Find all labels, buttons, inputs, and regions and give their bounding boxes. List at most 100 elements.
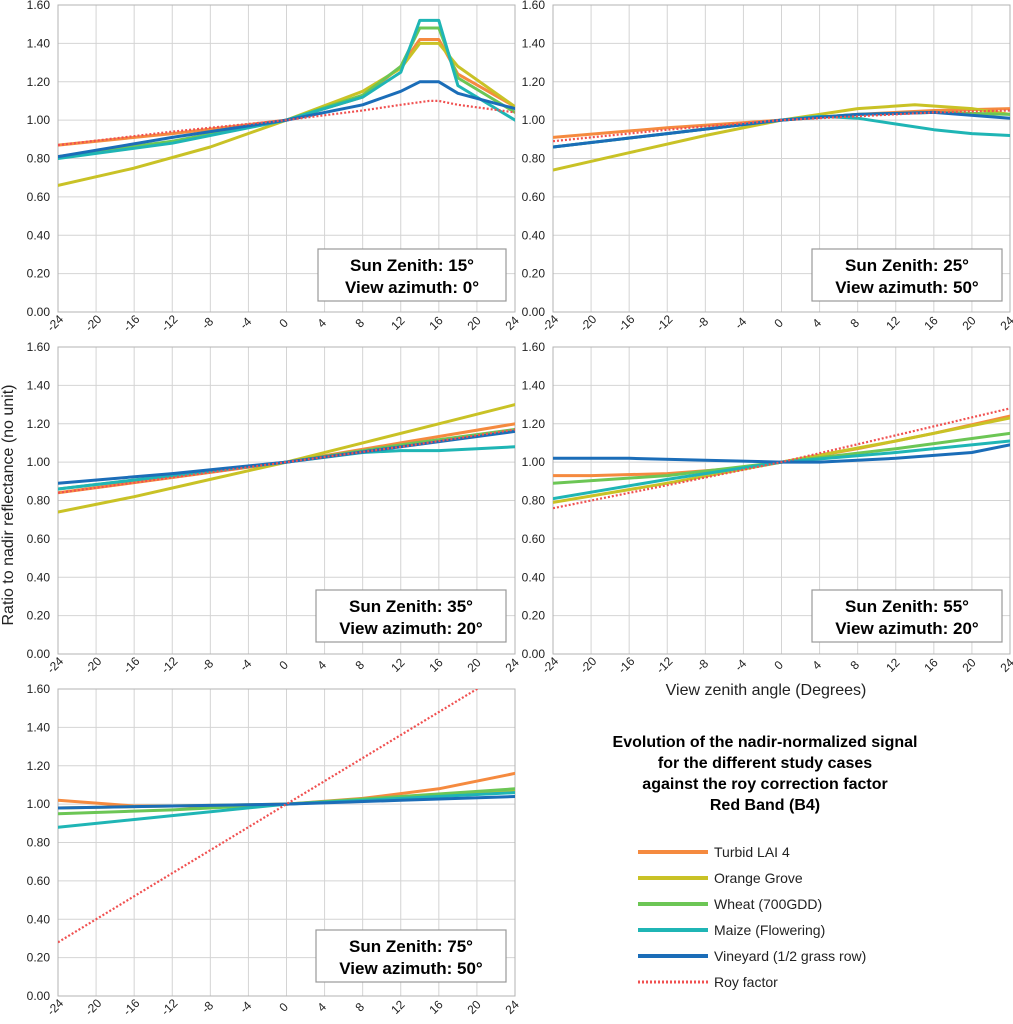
annotation-text: View azimuth: 0°: [345, 278, 479, 297]
x-tick-label: -20: [82, 654, 104, 676]
x-tick-label: 16: [921, 313, 941, 333]
annotation-text: Sun Zenith: 15°: [350, 256, 474, 275]
series-line: [58, 99, 515, 147]
x-tick-label: -4: [237, 998, 255, 1016]
y-tick-label: 0.40: [522, 570, 546, 584]
x-tick-label: 0: [276, 1000, 291, 1015]
x-tick-label: 20: [959, 313, 979, 333]
x-tick-label: -12: [158, 312, 180, 334]
x-tick-label: -4: [237, 314, 255, 332]
x-tick-label: -12: [158, 996, 180, 1018]
x-tick-label: -16: [615, 654, 637, 676]
annotation-box: [317, 248, 507, 302]
x-tick-label: 24: [502, 655, 522, 675]
series-line: [58, 689, 480, 944]
y-tick-label: 0.40: [27, 570, 51, 584]
x-tick-label: -4: [732, 656, 750, 674]
series-line: [553, 407, 1010, 510]
x-tick-label: -16: [120, 654, 142, 676]
y-tick-label: 1.60: [27, 0, 51, 12]
y-tick-label: 0.80: [522, 152, 546, 166]
x-tick-label: 12: [388, 997, 408, 1017]
x-tick-label: -20: [577, 312, 599, 334]
x-tick-label: 8: [353, 1000, 368, 1015]
series-line: [58, 445, 515, 491]
y-tick-label: 1.20: [27, 759, 51, 773]
y-tick-label: 0.60: [27, 190, 51, 204]
y-tick-label: 1.60: [522, 0, 546, 12]
series-group: [58, 403, 515, 514]
y-tick-label: 1.20: [522, 75, 546, 89]
legend-item: Orange Grove: [638, 870, 803, 886]
legend-item: Turbid LAI 4: [638, 844, 790, 860]
chart-title-line: against the roy correction factor: [642, 776, 887, 793]
x-tick-label: 0: [771, 658, 786, 673]
y-tick-label: 0.60: [522, 532, 546, 546]
x-axis-title: View zenith angle (Degrees): [666, 682, 867, 699]
plot-frame: [552, 4, 1011, 313]
series-line: [58, 428, 515, 494]
y-tick-label: 0.00: [27, 305, 51, 319]
y-tick-label: 1.00: [27, 113, 51, 127]
y-tick-label: 1.00: [522, 113, 546, 127]
y-tick-label: 1.20: [27, 75, 51, 89]
y-axis-title: Ratio to nadir reflectance (no unit): [0, 384, 17, 625]
legend-item: Maize (Flowering): [638, 922, 825, 938]
annotation-text: Sun Zenith: 55°: [845, 597, 969, 616]
legend-item: Wheat (700GDD): [638, 896, 822, 912]
x-tick-label: -12: [653, 312, 675, 334]
x-tick-label: 4: [809, 316, 824, 331]
legend-label: Roy factor: [714, 974, 778, 990]
x-tick-label: 24: [997, 655, 1013, 675]
x-tick-label: 24: [502, 313, 522, 333]
y-tick-label: 1.40: [27, 36, 51, 50]
chart-title: Evolution of the nadir-normalized signal…: [613, 734, 918, 814]
chart-panel: 0.000.200.400.600.801.001.201.401.60-24-…: [27, 0, 522, 334]
x-tick-label: -8: [694, 656, 712, 674]
y-tick-label: 1.40: [27, 720, 51, 734]
legend-label: Orange Grove: [714, 870, 803, 886]
legend-label: Wheat (700GDD): [714, 896, 822, 912]
x-tick-label: -16: [615, 312, 637, 334]
series-group: [553, 103, 1010, 172]
x-tick-label: 12: [883, 655, 903, 675]
y-tick-label: 0.40: [27, 228, 51, 242]
x-tick-label: 4: [314, 1000, 329, 1015]
annotation-text: Sun Zenith: 35°: [349, 597, 473, 616]
y-tick-label: 1.40: [27, 378, 51, 392]
x-tick-label: 20: [464, 997, 484, 1017]
x-tick-label: -8: [199, 656, 217, 674]
y-tick-label: 0.20: [27, 267, 51, 281]
x-tick-label: -20: [82, 996, 104, 1018]
legend-label: Vineyard (1/2 grass row): [714, 948, 866, 964]
chart-title-line: Red Band (B4): [710, 797, 820, 814]
x-tick-label: -4: [732, 314, 750, 332]
x-tick-label: 4: [809, 658, 824, 673]
x-tick-label: 20: [464, 655, 484, 675]
x-tick-label: -20: [577, 654, 599, 676]
series-line: [553, 103, 1010, 172]
x-tick-label: -12: [653, 654, 675, 676]
legend-item: Roy factor: [638, 974, 778, 990]
y-tick-label: 0.20: [27, 951, 51, 965]
y-tick-label: 0.00: [522, 647, 546, 661]
y-tick-label: 0.60: [27, 532, 51, 546]
annotation-text: View azimuth: 20°: [339, 619, 483, 638]
x-tick-label: 20: [959, 655, 979, 675]
x-tick-label: 16: [921, 655, 941, 675]
x-tick-label: 12: [388, 655, 408, 675]
annotation-box: [811, 248, 1003, 302]
annotation-text: View azimuth: 50°: [339, 959, 483, 978]
chart-panel: 0.000.200.400.600.801.001.201.401.60-24-…: [522, 340, 1013, 676]
x-tick-label: 24: [997, 313, 1013, 333]
annotation-text: View azimuth: 50°: [835, 278, 979, 297]
y-tick-label: 1.20: [522, 417, 546, 431]
x-tick-label: 8: [848, 316, 863, 331]
series-line: [553, 110, 1010, 149]
chart-title-line: for the different study cases: [658, 755, 872, 772]
y-tick-label: 1.40: [522, 378, 546, 392]
y-tick-label: 0.00: [522, 305, 546, 319]
x-tick-label: 8: [848, 658, 863, 673]
chart-panels: 0.000.200.400.600.801.001.201.401.60-24-…: [27, 0, 1013, 1018]
x-tick-label: 4: [314, 316, 329, 331]
